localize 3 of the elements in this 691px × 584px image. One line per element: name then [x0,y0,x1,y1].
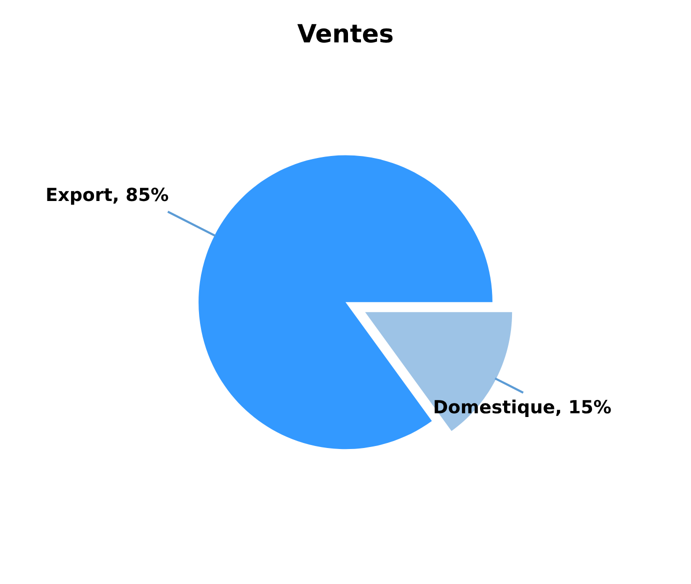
slice-label: Export, 85% [47,188,168,205]
slice-label: Domestique, 15% [434,400,611,418]
chart-title: Ventes [297,24,393,43]
